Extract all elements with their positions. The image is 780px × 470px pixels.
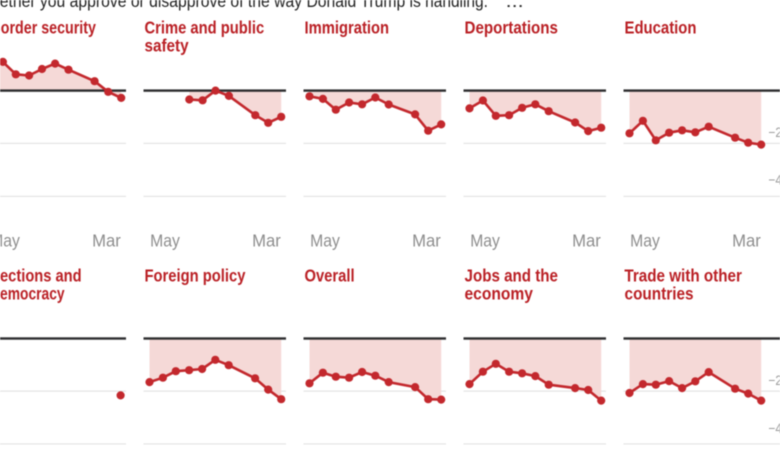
svg-text:safety: safety <box>144 35 189 55</box>
svg-text:May: May <box>0 230 20 250</box>
svg-text:Mar: Mar <box>92 230 121 251</box>
svg-text:Border security: Border security <box>0 18 96 38</box>
svg-text:Trade with other: Trade with other <box>624 265 742 286</box>
svg-text:May: May <box>630 230 660 250</box>
svg-text:−40: −40 <box>768 420 780 436</box>
svg-text:handling.: handling. <box>425 0 488 11</box>
svg-text:Jobs and the: Jobs and the <box>465 265 558 286</box>
svg-text:democracy: democracy <box>0 284 65 304</box>
svg-text:Elections and: Elections and <box>0 266 82 286</box>
svg-text:Mar: Mar <box>412 230 441 251</box>
svg-text:−20: −20 <box>768 372 780 388</box>
svg-text:economy: economy <box>464 283 533 303</box>
svg-text:Mar: Mar <box>252 230 281 251</box>
svg-text:Education: Education <box>625 17 697 38</box>
svg-text:Foreign policy: Foreign policy <box>145 266 247 286</box>
svg-text:...: ... <box>506 0 524 11</box>
svg-text:−40: −40 <box>768 172 780 188</box>
svg-text:whether you approve or disappr: whether you approve or disapprove of the… <box>0 0 421 11</box>
svg-text:countries: countries <box>625 283 694 303</box>
svg-text:Mar: Mar <box>572 230 601 251</box>
svg-text:Deportations: Deportations <box>465 17 558 38</box>
svg-text:−20: −20 <box>768 124 780 140</box>
svg-text:Overall: Overall <box>304 266 354 286</box>
svg-text:Crime and public: Crime and public <box>144 18 264 38</box>
svg-text:Mar: Mar <box>732 230 761 251</box>
svg-text:Immigration: Immigration <box>305 18 390 38</box>
svg-text:May: May <box>310 230 340 250</box>
svg-text:May: May <box>150 230 180 250</box>
svg-text:May: May <box>470 230 500 250</box>
